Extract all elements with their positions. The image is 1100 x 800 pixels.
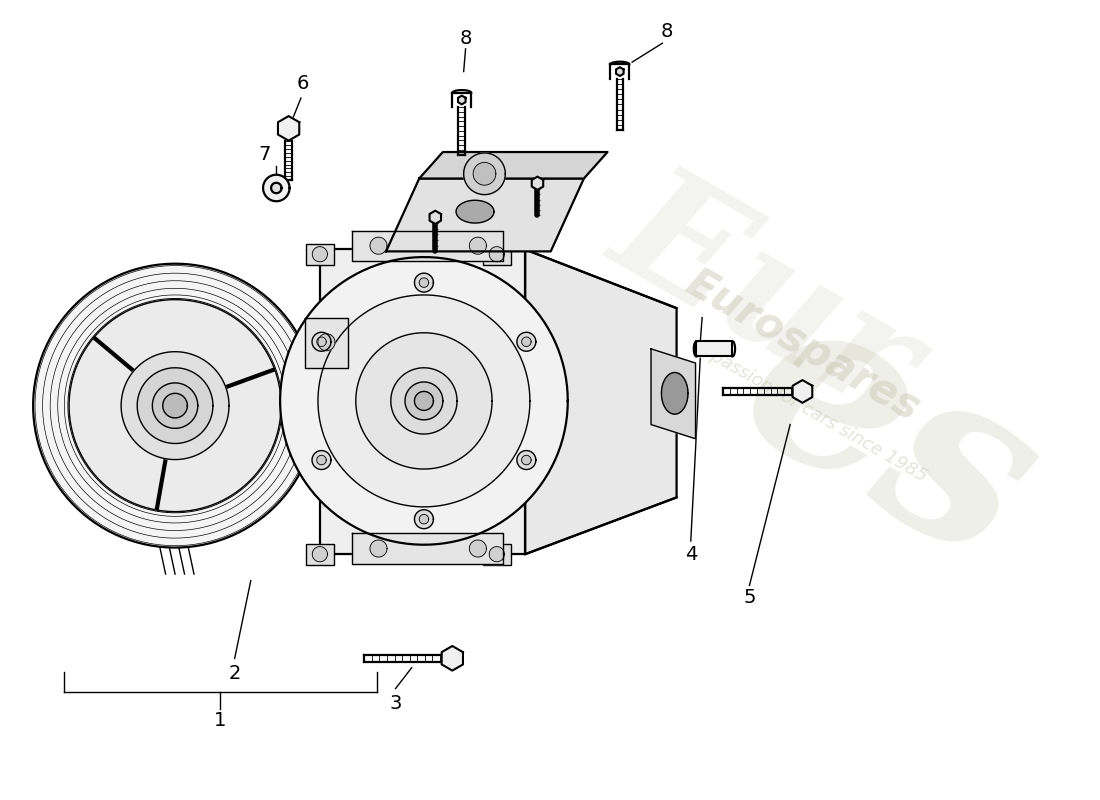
Polygon shape [521,337,531,346]
Polygon shape [419,514,429,524]
Polygon shape [138,368,213,443]
Polygon shape [370,237,387,254]
Text: es: es [704,264,1075,614]
Polygon shape [318,295,530,507]
Text: 5: 5 [744,588,756,607]
Polygon shape [456,200,494,223]
Text: Eurospares: Eurospares [678,262,927,430]
Polygon shape [278,116,299,141]
Polygon shape [490,546,505,562]
Polygon shape [464,153,505,194]
Polygon shape [415,391,433,410]
Polygon shape [352,230,504,261]
Polygon shape [458,96,465,104]
FancyBboxPatch shape [306,244,334,265]
Polygon shape [390,368,458,434]
Text: a passion for cars since 1985: a passion for cars since 1985 [693,338,931,486]
Polygon shape [473,162,496,185]
Text: 2: 2 [229,664,241,683]
Text: Eur: Eur [588,150,945,444]
Polygon shape [370,540,387,557]
FancyBboxPatch shape [483,544,512,565]
Polygon shape [415,273,433,292]
Text: 3: 3 [389,694,402,714]
Polygon shape [163,394,187,418]
Text: 6: 6 [297,74,309,94]
Polygon shape [442,646,463,670]
Polygon shape [531,177,543,190]
FancyBboxPatch shape [483,244,512,265]
Polygon shape [793,380,812,402]
Polygon shape [419,152,607,178]
Polygon shape [696,342,733,357]
Polygon shape [386,178,584,251]
Polygon shape [317,455,327,465]
Text: 4: 4 [684,545,697,564]
Polygon shape [317,337,327,346]
Text: 1: 1 [214,711,227,730]
Polygon shape [33,264,317,547]
Polygon shape [616,67,624,76]
Polygon shape [517,450,536,470]
Polygon shape [517,332,536,351]
Polygon shape [470,237,486,254]
Polygon shape [318,334,336,350]
Polygon shape [263,174,289,202]
Polygon shape [651,349,695,438]
Polygon shape [69,300,280,512]
Polygon shape [355,333,492,469]
Polygon shape [320,250,525,554]
Polygon shape [121,352,229,459]
Text: 7: 7 [258,146,271,164]
Polygon shape [490,246,505,262]
Polygon shape [312,450,331,470]
Polygon shape [280,257,568,545]
Polygon shape [305,318,349,368]
Polygon shape [405,382,443,420]
Polygon shape [470,540,486,557]
Polygon shape [521,455,531,465]
Polygon shape [419,278,429,287]
Polygon shape [525,250,676,554]
Text: 8: 8 [460,29,472,48]
Polygon shape [271,182,282,193]
Polygon shape [312,246,328,262]
Polygon shape [661,373,688,414]
Polygon shape [312,546,328,562]
Polygon shape [415,510,433,529]
FancyBboxPatch shape [306,544,334,565]
Polygon shape [312,332,331,351]
Polygon shape [352,534,504,564]
Polygon shape [430,210,441,224]
Text: 8: 8 [661,22,673,42]
Polygon shape [153,383,198,428]
